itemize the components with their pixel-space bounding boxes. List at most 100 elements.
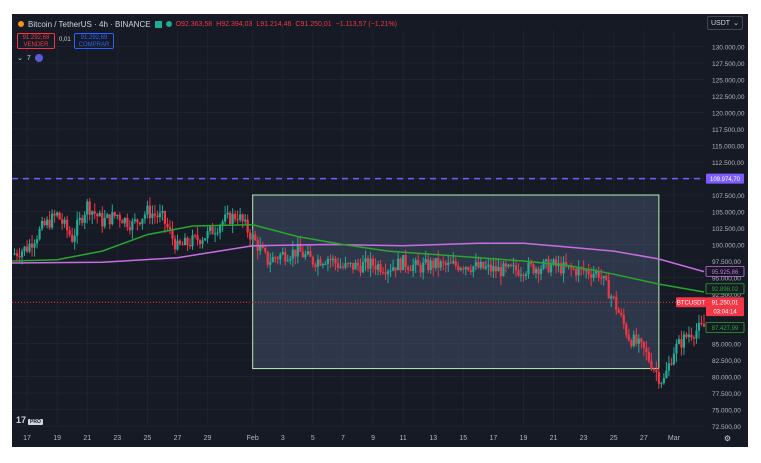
y-axis-tick-label: 102.500,00 bbox=[712, 226, 745, 233]
candle-body bbox=[229, 212, 232, 225]
candle-body bbox=[660, 383, 663, 385]
candle-body bbox=[168, 227, 172, 230]
gear-icon[interactable]: ⚙ bbox=[723, 434, 731, 443]
candle-body bbox=[605, 275, 608, 280]
candle-body bbox=[384, 272, 387, 275]
candle-body bbox=[25, 246, 29, 252]
sell-price: 91.292,68 bbox=[22, 35, 50, 41]
x-axis-tick-label: 15 bbox=[459, 435, 467, 442]
candle-body bbox=[28, 243, 31, 252]
y-axis-tick-label: 115.000,00 bbox=[712, 144, 744, 151]
open-value: O92.363,58 bbox=[175, 20, 213, 28]
candle-body bbox=[597, 270, 600, 278]
candle-body bbox=[404, 255, 407, 268]
rectangle-drawing bbox=[252, 194, 660, 370]
sell-button[interactable]: 91.292,68 VENDER bbox=[17, 33, 55, 49]
candle-body bbox=[13, 253, 16, 255]
candle-body bbox=[407, 267, 410, 270]
price-label-text: 109.974,70 bbox=[710, 177, 741, 183]
candle-body bbox=[96, 213, 99, 217]
candle-body bbox=[602, 275, 605, 278]
chevron-down-icon: ⌄ bbox=[733, 20, 739, 27]
candle-body bbox=[695, 330, 698, 339]
symbol-title[interactable]: Bitcoin / TetherUS · 4h · BINANCE bbox=[28, 19, 151, 29]
candle-body bbox=[457, 265, 460, 271]
candle-body bbox=[562, 262, 565, 274]
candle-body bbox=[83, 214, 86, 223]
buy-button[interactable]: 91.292,69 COMPRAR bbox=[74, 33, 114, 49]
indicator-eye-icon bbox=[34, 54, 43, 62]
candle-body bbox=[381, 271, 385, 273]
candle-body bbox=[146, 205, 149, 215]
candle-body bbox=[309, 251, 312, 257]
candle-body bbox=[213, 233, 217, 235]
candle-body bbox=[121, 220, 124, 224]
buy-label: COMPRAR bbox=[78, 42, 110, 48]
candle-body bbox=[274, 257, 277, 259]
candle-body bbox=[116, 214, 119, 216]
logo-text: 17 bbox=[16, 415, 27, 425]
candle-body bbox=[40, 220, 44, 229]
candle-body bbox=[482, 261, 485, 269]
candle-body bbox=[236, 219, 239, 221]
candle-body bbox=[474, 262, 477, 267]
price-chart[interactable]: 130.000,00 127.500,00 125.000,00 122.500,00… bbox=[12, 14, 748, 447]
close-value: C91.250,01 bbox=[295, 20, 332, 28]
candle-body bbox=[61, 219, 64, 224]
candle-body bbox=[640, 338, 643, 342]
candle-body bbox=[417, 260, 420, 266]
candle-body bbox=[414, 260, 417, 265]
candle-body bbox=[570, 265, 573, 269]
candle-body bbox=[153, 213, 157, 216]
candle-body bbox=[509, 264, 513, 267]
pro-badge: PRO bbox=[28, 419, 43, 425]
candle-body bbox=[216, 232, 219, 234]
candle-body bbox=[477, 262, 480, 268]
currency-select[interactable]: USDT ⌄ bbox=[707, 16, 743, 30]
candle-body bbox=[592, 273, 595, 278]
x-axis-tick-label: 19 bbox=[53, 435, 61, 442]
candle-body bbox=[650, 361, 653, 370]
candle-body bbox=[23, 246, 26, 252]
candle-body bbox=[231, 213, 234, 225]
candle-body bbox=[224, 214, 227, 222]
candle-body bbox=[264, 248, 267, 252]
price-label-text: 92.898,02 bbox=[712, 287, 739, 293]
candle-body bbox=[143, 214, 146, 219]
candle-body bbox=[652, 369, 655, 371]
x-axis-tick-label: 23 bbox=[580, 435, 588, 442]
candle-body bbox=[48, 219, 51, 228]
candle-body bbox=[374, 265, 377, 270]
candle-body bbox=[632, 334, 635, 346]
candle-body bbox=[565, 262, 568, 267]
candle-body bbox=[409, 269, 412, 271]
candle-body bbox=[359, 265, 362, 273]
candle-body bbox=[527, 262, 530, 275]
indicators-toggle[interactable]: ⌄ 7 bbox=[17, 54, 43, 62]
tradingview-logo[interactable]: 17 PRO bbox=[16, 415, 43, 425]
candle-body bbox=[73, 235, 76, 242]
candle-body bbox=[532, 264, 535, 274]
candle-body bbox=[98, 212, 101, 217]
candle-body bbox=[685, 334, 688, 337]
candle-body bbox=[429, 260, 432, 271]
price-label-text: 87.427,99 bbox=[712, 326, 739, 332]
candle-body bbox=[554, 259, 558, 267]
y-axis-tick-label: 130.000,00 bbox=[712, 45, 745, 52]
candle-body bbox=[206, 231, 209, 239]
candle-body bbox=[324, 263, 327, 265]
candle-body bbox=[161, 210, 164, 213]
moving-average-green bbox=[12, 223, 705, 293]
candle-body bbox=[136, 219, 139, 223]
candle-body bbox=[595, 270, 598, 274]
price-label-box bbox=[705, 322, 745, 333]
candle-body bbox=[427, 259, 430, 271]
x-axis-tick-label: 19 bbox=[520, 435, 528, 442]
candle-body bbox=[351, 262, 355, 270]
candle-body bbox=[677, 339, 681, 344]
candle-body bbox=[186, 237, 189, 246]
candle-body bbox=[86, 201, 89, 215]
candle-body bbox=[402, 255, 405, 271]
candle-body bbox=[672, 353, 676, 365]
candle-body bbox=[667, 363, 670, 371]
